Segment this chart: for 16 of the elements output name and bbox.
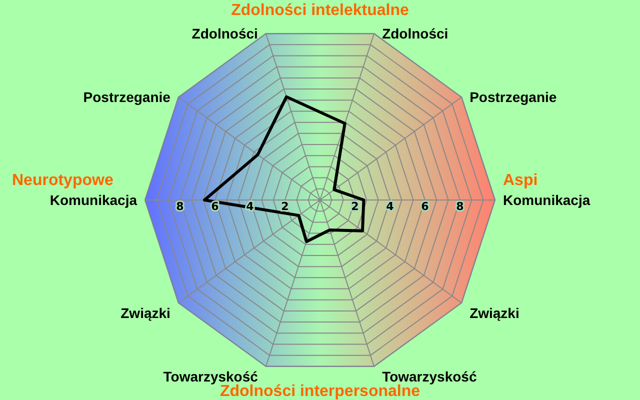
text: Zdolności interpersonalne (220, 383, 420, 400)
spoke-label: Związki (470, 304, 520, 321)
spoke-label: Postrzeganie (83, 89, 171, 106)
spoke-label: Towarzyskość (163, 368, 258, 384)
spoke-label: Postrzeganie (470, 89, 557, 106)
spoke-label: Zdolności (382, 25, 448, 42)
spoke-label: Komunikacja (50, 192, 138, 208)
text: Zdolności intelektualne (231, 2, 409, 19)
text: 2 (281, 200, 289, 213)
spoke-label: Zdolności (192, 25, 258, 42)
spoke-label: Związki (120, 304, 170, 321)
text: Aspi (503, 172, 538, 189)
spoke-label: Komunikacja (503, 192, 590, 208)
text: 8 (176, 200, 184, 213)
text: Neurotypowe (12, 172, 114, 189)
spoke-label: Towarzyskość (382, 368, 477, 384)
